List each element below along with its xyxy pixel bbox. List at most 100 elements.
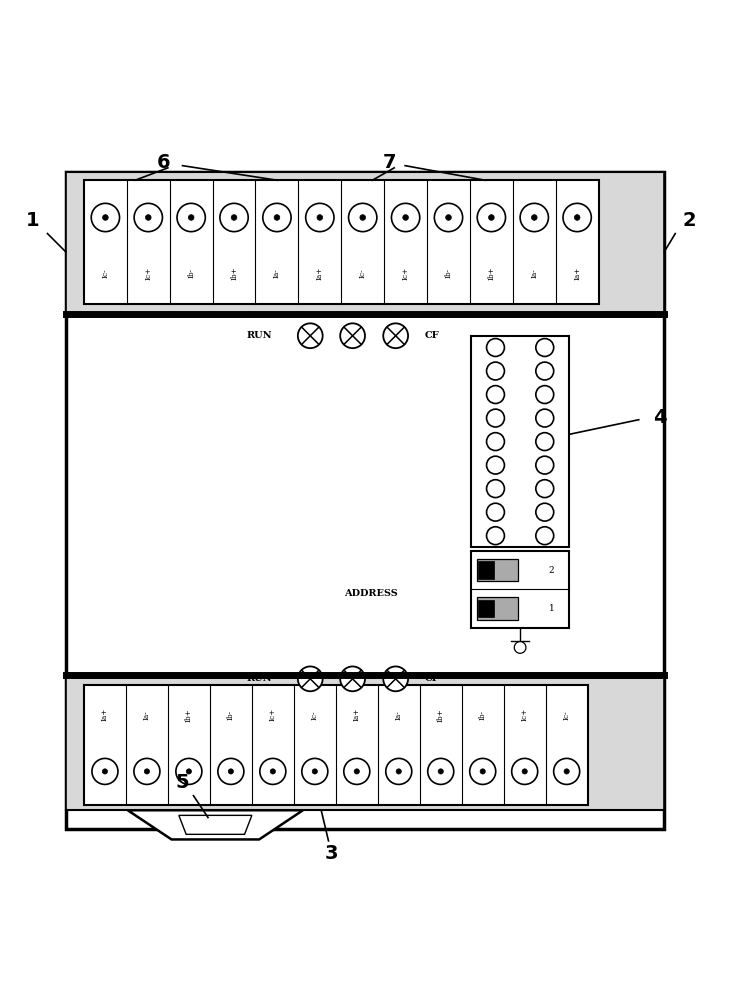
Circle shape <box>469 758 496 784</box>
Circle shape <box>536 456 553 474</box>
Text: 2: 2 <box>549 566 555 575</box>
Circle shape <box>340 666 365 691</box>
Circle shape <box>536 409 553 427</box>
Circle shape <box>480 769 485 774</box>
Text: Ia-: Ia- <box>273 268 281 278</box>
Text: Ia+: Ia+ <box>573 267 581 280</box>
Text: Ia-: Ia- <box>395 710 403 720</box>
Text: Ib+: Ib+ <box>185 708 193 722</box>
Circle shape <box>487 503 504 521</box>
Circle shape <box>438 769 443 774</box>
Text: CF: CF <box>425 674 439 683</box>
Circle shape <box>536 339 553 356</box>
Bar <box>66 675 664 810</box>
Circle shape <box>145 769 150 774</box>
Circle shape <box>536 362 553 380</box>
Text: 7: 7 <box>383 153 396 172</box>
Circle shape <box>270 769 275 774</box>
Circle shape <box>477 203 506 232</box>
Text: Ia+: Ia+ <box>316 267 324 280</box>
Circle shape <box>348 203 377 232</box>
Circle shape <box>487 433 504 451</box>
Text: Ia+: Ia+ <box>353 708 361 721</box>
Circle shape <box>536 433 553 451</box>
Text: Ib-: Ib- <box>187 268 195 278</box>
Bar <box>477 597 518 620</box>
Circle shape <box>487 480 504 498</box>
Circle shape <box>298 323 323 348</box>
Circle shape <box>512 758 538 784</box>
Text: 3: 3 <box>325 844 338 863</box>
Circle shape <box>312 769 318 774</box>
Circle shape <box>522 769 527 774</box>
Circle shape <box>536 386 553 403</box>
Bar <box>66 172 664 828</box>
Circle shape <box>531 215 537 220</box>
Bar <box>66 172 664 314</box>
Circle shape <box>360 215 366 220</box>
Text: ADDRESS: ADDRESS <box>344 589 398 598</box>
Circle shape <box>145 215 151 220</box>
Circle shape <box>91 203 120 232</box>
Circle shape <box>563 203 591 232</box>
Circle shape <box>434 203 463 232</box>
Circle shape <box>403 215 409 220</box>
Circle shape <box>536 503 553 521</box>
Circle shape <box>102 769 107 774</box>
Text: Ia-: Ia- <box>143 710 151 720</box>
Circle shape <box>487 386 504 403</box>
Text: RUN: RUN <box>247 331 272 340</box>
Circle shape <box>134 758 160 784</box>
Text: Ic+: Ic+ <box>269 708 277 721</box>
Text: Ib+: Ib+ <box>488 266 496 280</box>
Text: Ia-: Ia- <box>530 268 538 278</box>
Bar <box>471 336 569 547</box>
Text: Ic-: Ic- <box>358 269 366 278</box>
Circle shape <box>298 666 323 691</box>
Circle shape <box>228 769 234 774</box>
Text: Ic-: Ic- <box>563 710 571 720</box>
Polygon shape <box>128 810 303 839</box>
Circle shape <box>553 758 580 784</box>
Circle shape <box>487 456 504 474</box>
Circle shape <box>383 666 408 691</box>
Circle shape <box>306 203 334 232</box>
Circle shape <box>396 769 402 774</box>
Circle shape <box>92 758 118 784</box>
Text: 6: 6 <box>157 153 171 172</box>
Text: Ic-: Ic- <box>311 710 319 720</box>
Circle shape <box>317 215 323 220</box>
Circle shape <box>487 409 504 427</box>
Text: 4: 4 <box>653 408 667 427</box>
Text: Ib-: Ib- <box>445 268 453 278</box>
Text: Ic-: Ic- <box>101 269 110 278</box>
Circle shape <box>536 527 553 545</box>
Bar <box>471 551 569 628</box>
Circle shape <box>186 769 191 774</box>
Bar <box>84 685 588 805</box>
Text: 5: 5 <box>175 773 189 792</box>
Circle shape <box>445 215 451 220</box>
Text: Ic+: Ic+ <box>402 267 410 280</box>
Circle shape <box>520 203 548 232</box>
Circle shape <box>177 203 205 232</box>
Text: Ic+: Ic+ <box>520 708 529 721</box>
Circle shape <box>564 769 569 774</box>
Circle shape <box>383 323 408 348</box>
Circle shape <box>487 362 504 380</box>
Circle shape <box>260 758 286 784</box>
Circle shape <box>428 758 454 784</box>
Circle shape <box>354 769 359 774</box>
Circle shape <box>344 758 370 784</box>
Text: 1: 1 <box>26 211 39 230</box>
Circle shape <box>218 758 244 784</box>
Circle shape <box>575 215 580 220</box>
Circle shape <box>487 527 504 545</box>
Bar <box>84 180 599 304</box>
Text: Ia+: Ia+ <box>101 708 109 721</box>
Bar <box>477 559 518 581</box>
Polygon shape <box>179 815 252 834</box>
Circle shape <box>188 215 194 220</box>
Circle shape <box>391 203 420 232</box>
Text: 2: 2 <box>683 211 696 230</box>
